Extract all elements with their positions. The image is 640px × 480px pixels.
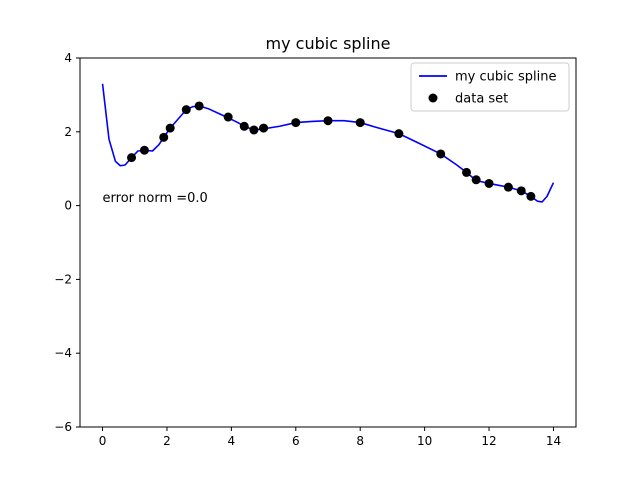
- y-tick-label: −2: [54, 272, 72, 286]
- axes-frame: [79, 57, 577, 428]
- x-tick-label: 10: [417, 434, 432, 448]
- axes: 0 2 4 6 8 10 12 14 −6 −4 −2 0 2 4: [54, 51, 577, 448]
- y-tick-label: −4: [54, 346, 72, 360]
- data-point-marker: [239, 121, 249, 131]
- data-point-marker: [394, 129, 404, 139]
- x-tick-label: 4: [228, 434, 236, 448]
- legend-box: [410, 62, 570, 112]
- y-tick-label: −6: [54, 420, 72, 434]
- x-tick-label: 8: [356, 434, 364, 448]
- data-point-marker: [127, 153, 137, 163]
- y-tick-label: 4: [64, 51, 72, 65]
- x-tick-label: 6: [292, 434, 300, 448]
- data-point-marker: [323, 116, 333, 126]
- x-tick-label: 2: [163, 434, 171, 448]
- y-tick-label: 2: [64, 125, 72, 139]
- y-tick-label: 0: [64, 199, 72, 213]
- data-point-marker: [159, 132, 169, 142]
- data-point-marker: [461, 167, 471, 177]
- error-norm-annotation: error norm =0.0: [103, 191, 208, 206]
- data-point-marker: [194, 101, 204, 111]
- legend-entry-label: my cubic spline: [455, 70, 557, 85]
- legend-entry-label: data set: [455, 92, 508, 107]
- data-point-marker: [223, 112, 233, 122]
- data-point-marker: [526, 191, 536, 201]
- chart-title: my cubic spline: [266, 34, 391, 53]
- data-point-marker: [249, 125, 259, 135]
- data-point-marker: [355, 118, 365, 128]
- data-point-marker: [503, 182, 513, 192]
- data-point-marker: [259, 123, 269, 133]
- data-point-marker: [181, 105, 191, 115]
- data-point-marker: [139, 145, 149, 155]
- x-tick-label: 12: [481, 434, 496, 448]
- data-point-marker: [471, 175, 481, 185]
- legend: my cubic spline data set: [410, 62, 570, 112]
- legend-marker-swatch: [428, 93, 438, 103]
- x-tick-label: 14: [546, 434, 561, 448]
- data-point-marker: [165, 123, 175, 133]
- data-point-marker: [516, 186, 526, 196]
- data-point-marker: [484, 178, 494, 188]
- x-tick-label: 0: [99, 434, 107, 448]
- data-point-marker: [291, 118, 301, 128]
- data-point-marker: [436, 149, 446, 159]
- plot-area: [101, 83, 555, 203]
